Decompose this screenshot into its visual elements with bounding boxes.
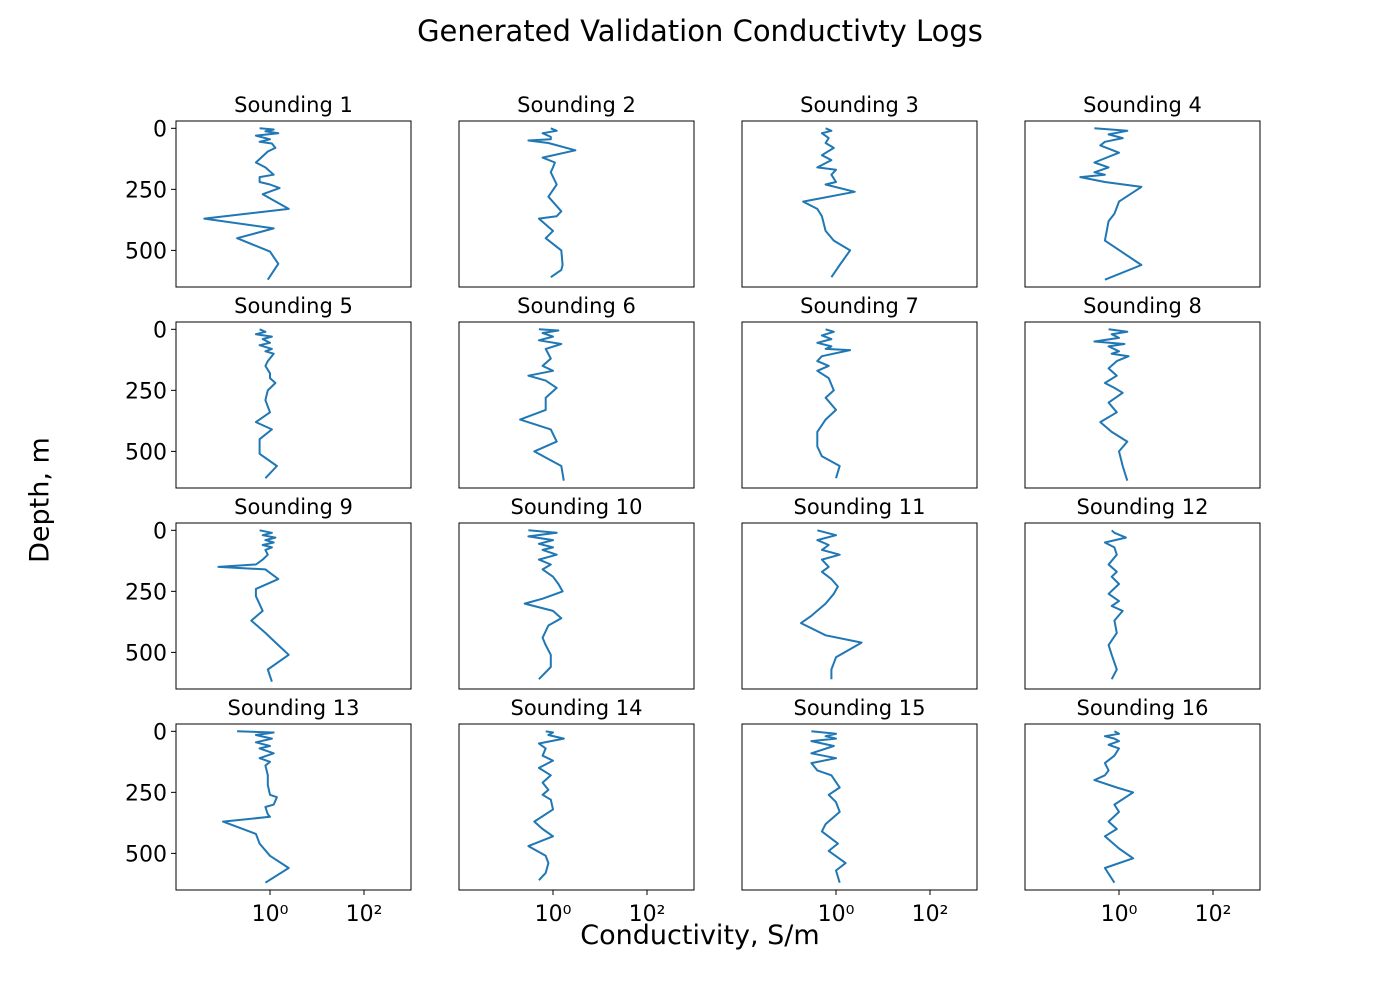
subplot-title: Sounding 1 <box>234 93 353 117</box>
subplot-11: Sounding 11 <box>741 495 978 690</box>
axes-frame <box>741 723 978 891</box>
x-tick-label: 10⁰ <box>535 902 572 927</box>
subplot-title: Sounding 14 <box>511 696 643 720</box>
subplot-5: Sounding 5 0 250 500 <box>125 294 412 489</box>
y-tick-label: 0 <box>153 720 167 745</box>
subplot-8: Sounding 8 <box>1024 294 1261 489</box>
subplot-2: Sounding 2 <box>458 93 695 288</box>
axes-frame <box>741 120 978 288</box>
axes-frame <box>175 723 412 891</box>
conductivity-log-line <box>523 529 564 680</box>
y-tick-label: 250 <box>125 781 167 806</box>
y-tick-label: 0 <box>153 519 167 544</box>
y-tick-label: 500 <box>125 842 167 867</box>
y-tick-label: 0 <box>153 318 167 343</box>
subplot-title: Sounding 10 <box>511 495 643 519</box>
conductivity-log-line <box>800 529 863 680</box>
subplot-title: Sounding 15 <box>794 696 926 720</box>
axes-frame <box>741 321 978 489</box>
subplot-12: Sounding 12 <box>1024 495 1261 690</box>
subplot-title: Sounding 12 <box>1077 495 1209 519</box>
axes-frame <box>175 522 412 690</box>
axes-frame <box>1024 120 1261 288</box>
subplot-title: Sounding 13 <box>228 696 360 720</box>
y-tick-label: 250 <box>125 379 167 404</box>
conductivity-log-line <box>1103 529 1127 680</box>
conductivity-log-line <box>527 730 565 881</box>
axes-frame <box>1024 522 1261 690</box>
axes-frame <box>458 321 695 489</box>
conductivity-log-line <box>802 127 856 278</box>
x-tick-label: 10² <box>346 902 383 927</box>
axes-frame <box>1024 321 1261 489</box>
x-tick-label: 10⁰ <box>818 902 855 927</box>
subplot-title: Sounding 9 <box>234 495 353 519</box>
figure-title: Generated Validation Conductivty Logs <box>417 14 983 48</box>
y-tick-label: 500 <box>125 440 167 465</box>
subplot-title: Sounding 8 <box>1083 294 1202 318</box>
subplot-9: Sounding 9 0 250 500 <box>125 495 412 690</box>
conductivity-log-line <box>203 127 290 281</box>
subplot-15: Sounding 15 10⁰ 10² <box>741 696 978 927</box>
subplot-title: Sounding 3 <box>800 93 919 117</box>
axes-frame <box>458 522 695 690</box>
conductivity-log-line <box>519 328 565 481</box>
y-tick-label: 250 <box>125 178 167 203</box>
y-tick-label: 0 <box>153 117 167 142</box>
axes-frame <box>458 120 695 288</box>
conductivity-log-line <box>254 328 278 479</box>
subplot-title: Sounding 6 <box>517 294 636 318</box>
subplot-14: Sounding 14 10⁰ 10² <box>458 696 695 927</box>
axes-frame <box>175 120 412 288</box>
axes-frame <box>1024 723 1261 891</box>
y-tick-label: 250 <box>125 580 167 605</box>
x-tick-label: 10⁰ <box>252 902 289 927</box>
x-tick-label: 10² <box>912 902 949 927</box>
subplot-title: Sounding 7 <box>800 294 919 318</box>
axes-frame <box>741 522 978 690</box>
axes-frame <box>458 723 695 891</box>
subplot-6: Sounding 6 <box>458 294 695 489</box>
conductivity-log-line <box>810 730 847 883</box>
y-tick-label: 500 <box>125 239 167 264</box>
axes-frame <box>175 321 412 489</box>
subplot-title: Sounding 2 <box>517 93 636 117</box>
subplot-10: Sounding 10 <box>458 495 695 690</box>
subplot-4: Sounding 4 <box>1024 93 1261 288</box>
subplot-7: Sounding 7 <box>741 294 978 489</box>
subplot-1: Sounding 1 0 250 500 <box>125 93 412 288</box>
x-axis-label: Conductivity, S/m <box>580 920 820 951</box>
conductivity-log-line <box>217 529 290 683</box>
subplot-title: Sounding 11 <box>794 495 926 519</box>
conductivity-log-line <box>1079 127 1143 281</box>
x-tick-label: 10⁰ <box>1101 902 1138 927</box>
conductivity-log-line <box>1093 730 1135 884</box>
conductivity-log-line <box>527 127 577 279</box>
subplot-title: Sounding 4 <box>1083 93 1202 117</box>
subplot-title: Sounding 5 <box>234 294 353 318</box>
subplot-13: Sounding 13 0 250 500 10⁰ 10² <box>125 696 412 927</box>
conductivity-log-line <box>816 328 852 479</box>
subplot-title: Sounding 16 <box>1077 696 1209 720</box>
conductivity-log-line <box>222 730 290 884</box>
conductivity-log-line <box>1093 328 1130 481</box>
x-tick-label: 10² <box>629 902 666 927</box>
subplot-16: Sounding 16 10⁰ 10² <box>1024 696 1261 927</box>
x-tick-label: 10² <box>1195 902 1232 927</box>
subplot-3: Sounding 3 <box>741 93 978 288</box>
y-tick-label: 500 <box>125 641 167 666</box>
